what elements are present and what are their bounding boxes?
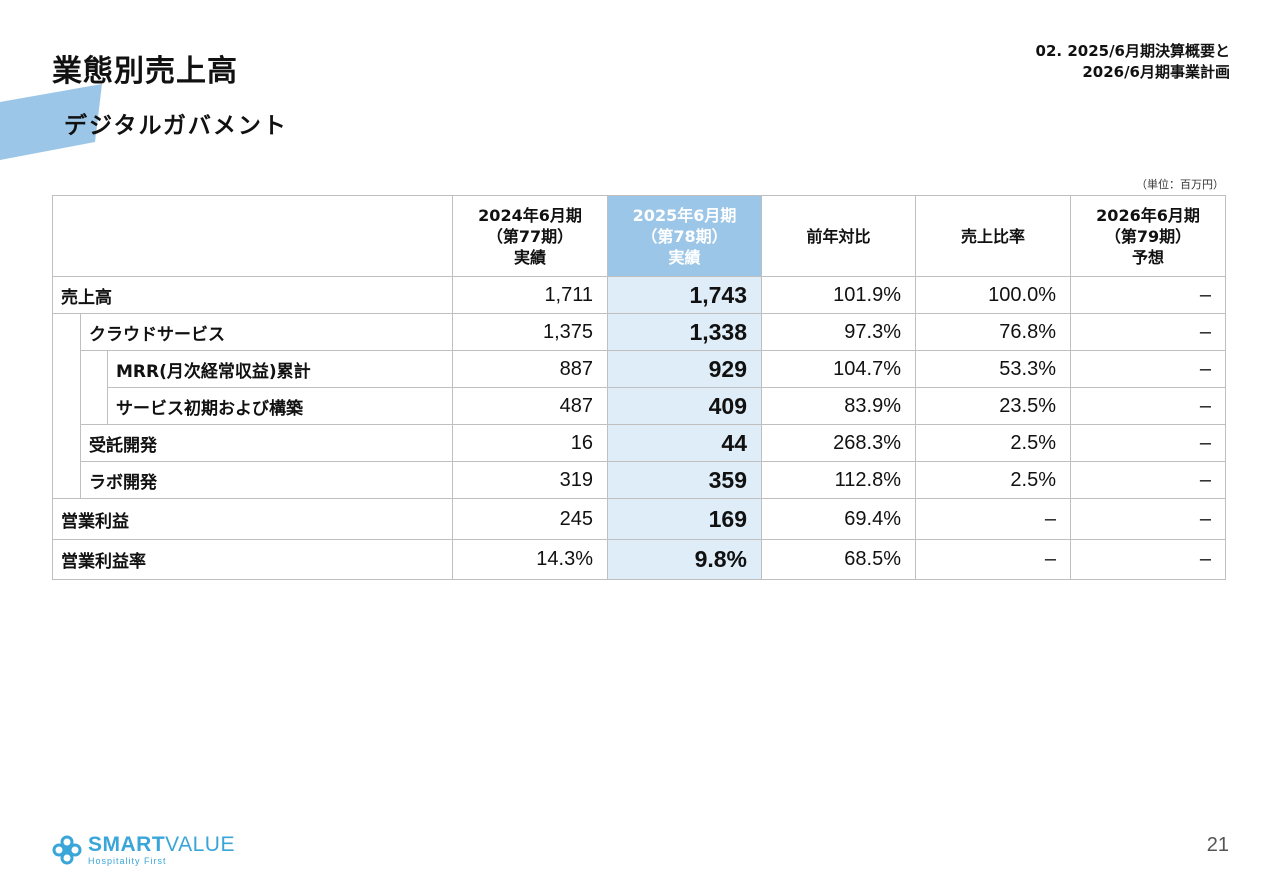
accent-band — [0, 84, 102, 160]
cell-fy2025: 44 — [607, 424, 763, 462]
cell-ratio: 53.3% — [915, 350, 1072, 388]
cell-fy2026: – — [1070, 387, 1227, 425]
cell-fy2025: 169 — [607, 498, 763, 540]
table-row: クラウドサービス 1,375 1,338 97.3% 76.8% – — [52, 313, 1227, 499]
header-fy2026: 2026年6月期 （第79期） 予想 — [1070, 195, 1227, 277]
cell-ratio: 23.5% — [915, 387, 1072, 425]
cell-fy2024: 16 — [452, 424, 609, 462]
cell-yoy: 83.9% — [761, 387, 917, 425]
cell-yoy: 69.4% — [761, 498, 917, 540]
logo-text: SMARTVALUE Hospitality First — [88, 833, 235, 867]
cell-fy2025: 409 — [607, 387, 763, 425]
cell-fy2025: 359 — [607, 461, 763, 499]
cell-yoy: 112.8% — [761, 461, 917, 499]
section-reference-line2: 2026/6月期事業計画 — [1082, 63, 1230, 81]
row-label: 営業利益 — [51, 498, 454, 540]
section-reference: 02. 2025/6月期決算概要と 2026/6月期事業計画 — [1036, 41, 1230, 83]
cell-fy2024: 245 — [452, 498, 609, 540]
header-yoy: 前年対比 — [761, 195, 917, 277]
cell-fy2024: 1,711 — [452, 276, 609, 314]
logo-tagline: Hospitality First — [88, 856, 167, 866]
cell-fy2025: 1,338 — [607, 313, 763, 351]
header-fy2025: 2025年6月期 （第78期） 実績 — [607, 195, 763, 277]
table-header-row: 2024年6月期 （第77期） 実績 2025年6月期 （第78期） 実績 前年… — [51, 195, 1227, 277]
cell-fy2024: 887 — [452, 350, 609, 388]
cell-fy2026: – — [1070, 424, 1227, 462]
cell-fy2025: 929 — [607, 350, 763, 388]
cell-fy2026: – — [1070, 350, 1227, 388]
row-label: 受託開発 — [79, 424, 454, 462]
header-sales-ratio: 売上比率 — [915, 195, 1072, 277]
cell-yoy: 97.3% — [761, 313, 917, 351]
cell-fy2024: 319 — [452, 461, 609, 499]
cell-fy2026: – — [1070, 313, 1227, 351]
cell-fy2026: – — [1070, 276, 1227, 314]
header-fy2024: 2024年6月期 （第77期） 実績 — [452, 195, 609, 277]
section-reference-line1: 02. 2025/6月期決算概要と — [1035, 42, 1230, 60]
table-row: 営業利益 245 169 69.4% – – — [51, 498, 1227, 540]
cell-yoy: 268.3% — [761, 424, 917, 462]
cell-fy2024: 487 — [452, 387, 609, 425]
logo-name: SMARTVALUE — [88, 833, 235, 856]
row-label: サービス初期および構築 — [106, 387, 454, 425]
indent-spacer — [52, 313, 81, 499]
row-label: クラウドサービス — [79, 313, 454, 351]
cell-ratio: 76.8% — [915, 313, 1072, 351]
sales-by-segment-table: 2024年6月期 （第77期） 実績 2025年6月期 （第78期） 実績 前年… — [51, 195, 1227, 580]
row-label: 売上高 — [51, 276, 454, 314]
cell-fy2026: – — [1070, 461, 1227, 499]
indent-spacer — [80, 350, 108, 425]
table-row: ラボ開発 319 359 112.8% 2.5% – — [53, 461, 1227, 499]
cell-fy2024: 14.3% — [452, 539, 609, 580]
cell-fy2026: – — [1070, 539, 1227, 580]
logo-mark-icon — [52, 835, 82, 865]
table-row: 営業利益率 14.3% 9.8% 68.5% – – — [51, 539, 1227, 580]
cell-fy2024: 1,375 — [452, 313, 609, 351]
table-row: サービス初期および構築 487 409 83.9% 23.5% – — [53, 387, 1227, 425]
cell-yoy: 68.5% — [761, 539, 917, 580]
row-label: MRR(月次経常収益)累計 — [106, 350, 454, 388]
table-row: 受託開発 16 44 268.3% 2.5% – — [53, 424, 1227, 462]
unit-note: （単位：百万円） — [1136, 178, 1224, 191]
cell-fy2026: – — [1070, 498, 1227, 540]
table-row: 売上高 1,711 1,743 101.9% 100.0% – — [51, 276, 1227, 314]
section-subtitle: デジタルガバメント — [64, 113, 288, 139]
cell-ratio: – — [915, 539, 1072, 580]
table-row: MRR(月次経常収益)累計 887 929 104.7% 53.3% – — [53, 350, 1227, 425]
company-logo: SMARTVALUE Hospitality First — [52, 834, 235, 866]
cell-yoy: 101.9% — [761, 276, 917, 314]
page-number: 21 — [1206, 834, 1229, 856]
cell-ratio: 2.5% — [915, 461, 1072, 499]
cell-yoy: 104.7% — [761, 350, 917, 388]
header-label-cell — [51, 195, 454, 277]
cell-ratio: 2.5% — [915, 424, 1072, 462]
cell-ratio: 100.0% — [915, 276, 1072, 314]
page-title: 業態別売上高 — [52, 54, 238, 89]
cell-ratio: – — [915, 498, 1072, 540]
row-label: ラボ開発 — [79, 461, 454, 499]
row-label: 営業利益率 — [51, 539, 454, 580]
cell-fy2025: 1,743 — [607, 276, 763, 314]
cell-fy2025: 9.8% — [607, 539, 763, 580]
